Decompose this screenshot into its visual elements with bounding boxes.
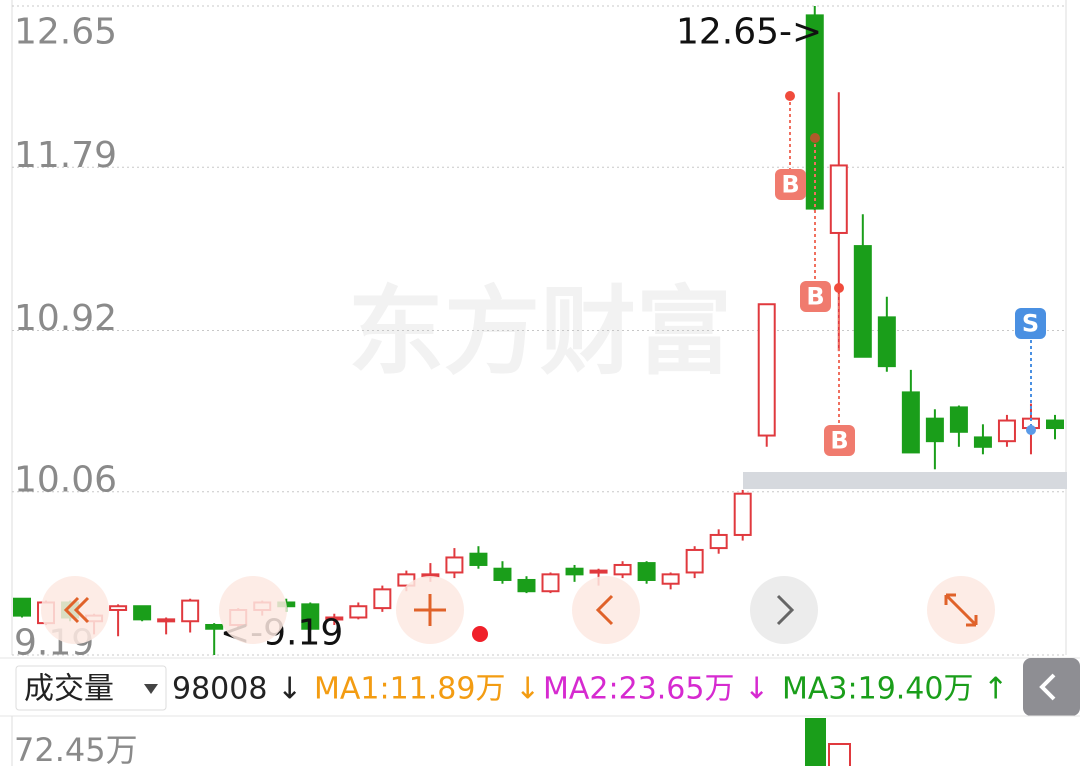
collapse-button[interactable] [1023, 658, 1080, 716]
candle-body [517, 578, 536, 593]
marker-label: B [806, 283, 824, 311]
volume-value: 98008 ↓ [172, 672, 302, 707]
markers: B B B S [775, 91, 1046, 456]
candle-body [589, 569, 608, 574]
marker-label: B [830, 427, 848, 455]
volume-tick-label: 72.45万 [14, 731, 138, 766]
candle-body [709, 533, 728, 550]
candle-body [133, 605, 152, 621]
y-tick-label: 12.65 [14, 12, 117, 53]
candle-body [349, 605, 368, 619]
y-tick-label: 10.06 [14, 459, 117, 500]
zoom-out-button[interactable] [219, 576, 287, 644]
dropdown-arrow [144, 684, 158, 694]
candle-body [733, 492, 752, 536]
ma1: MA1:11.89万 ↓ [314, 672, 540, 707]
candle-body [541, 573, 560, 593]
prev-button[interactable] [572, 576, 640, 644]
candle-body [469, 552, 488, 566]
indicator-dot [472, 626, 488, 642]
candle-body [973, 436, 992, 448]
candle-body [109, 605, 128, 611]
candle-body [805, 14, 824, 210]
candle-body [205, 623, 224, 630]
candle-body [1046, 419, 1064, 430]
candle-body [685, 548, 704, 574]
candle-body [13, 597, 31, 617]
candle-body [565, 567, 584, 576]
candle-body [493, 567, 512, 581]
nav-buttons[interactable] [41, 576, 995, 644]
candle-body [325, 616, 344, 621]
candle-body [613, 563, 632, 576]
candle-body [373, 588, 392, 610]
volume-bar-partial [828, 743, 851, 766]
indicator-select[interactable] [15, 665, 167, 711]
candle-body [901, 391, 920, 454]
watermark: 东方财富 [348, 276, 732, 388]
y-tick-label: 10.92 [14, 298, 117, 339]
candle-body [925, 417, 944, 443]
marker-label: S [1022, 310, 1039, 338]
volume-bar-partial [805, 718, 826, 766]
price-band [743, 472, 1067, 489]
indicator-name: 成交量 [24, 672, 114, 707]
ma3: MA3:19.40万 ↑ [782, 672, 1008, 707]
candle-body [853, 245, 872, 358]
candle-body [829, 164, 848, 234]
next-button[interactable] [750, 576, 818, 644]
candle-body [877, 316, 896, 368]
y-tick-label: 11.79 [14, 135, 117, 176]
candle-body [997, 419, 1016, 443]
candle-body [181, 599, 200, 623]
candle-body [637, 562, 656, 581]
candle-body [757, 303, 776, 437]
candle-body [445, 556, 464, 574]
marker-label: B [781, 171, 799, 199]
ma2: MA2:23.65万 ↓ [543, 672, 769, 707]
candle-body [301, 603, 320, 630]
candle-body [157, 618, 176, 623]
candle-body [661, 573, 680, 585]
candle-body [949, 406, 968, 433]
high-annotation: 12.65-> [676, 12, 822, 53]
